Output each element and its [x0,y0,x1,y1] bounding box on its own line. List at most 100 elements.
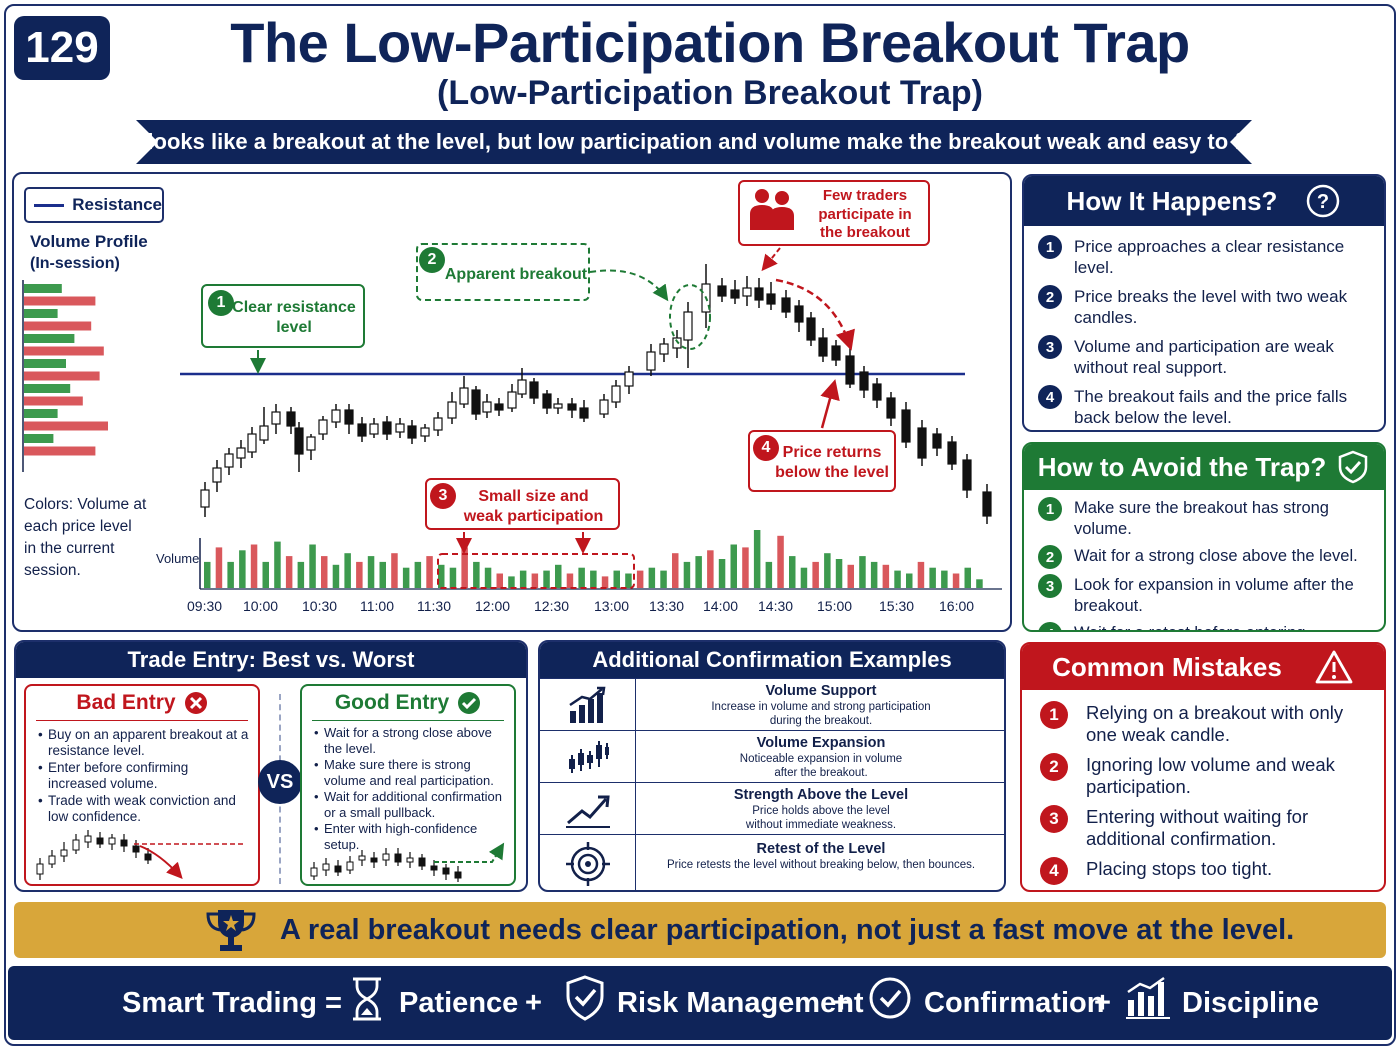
candle-body [730,289,740,299]
volume-profile-bar [24,396,83,406]
volume-bar [952,573,960,588]
volume-bar [625,573,632,588]
question-icon: ? [1307,184,1340,218]
time-tick-label: 15:30 [879,598,915,614]
time-tick-label: 13:30 [649,598,685,614]
volume-profile-bar [24,321,92,331]
step-text: Relying on a breakout with only one weak… [1086,702,1344,745]
candle-body [806,317,816,341]
breakout-highlight [669,284,711,350]
volume-bar [344,553,351,588]
candle-body [553,403,563,409]
mini-candle-body [108,837,116,845]
callout-line: the breakout [819,224,910,241]
mistake-item: 2 Ignoring low volume and weak participat… [1040,753,1374,798]
good-entry-item: Make sure there is strong volume and rea… [314,757,506,788]
volume-bar [683,561,691,588]
mistake-item: 4 Placing stops too tight. [1040,857,1374,885]
footer-plus: + [525,986,542,1019]
mistake-item: 1 Relying on a breakout with only one wea… [1040,701,1374,746]
confirmation-desc: after the breakout. [774,767,868,779]
volume-bar [742,547,749,588]
time-tick-label: 09:30 [187,598,223,614]
candle-body [294,427,304,455]
check-circle-icon [869,977,911,1019]
candle-body [611,385,621,403]
confirmation-desc: Price holds above the level [752,805,890,817]
candle-body [917,427,927,459]
volume-bar [578,567,585,588]
volume-bar [484,567,492,588]
volume-profile-bar [24,359,66,368]
time-tick-label: 15:00 [817,598,853,614]
footer-discipline: Discipline [1182,986,1319,1019]
time-tick-label: 11:30 [417,598,451,614]
volume-bar [508,576,515,588]
step-text: Wait for a retest before entering. [1074,623,1310,630]
confirmation-desc: Increase in volume and strong participat… [711,701,931,713]
candle-body [646,351,656,371]
mini-candle-body [394,853,402,863]
volume-profile-bar [24,309,58,318]
volume-bar [590,570,597,588]
volume-profile-bar [24,371,100,381]
mini-candle-body [442,867,450,875]
volume-bar [601,576,609,588]
volume-bar [555,564,562,588]
volume-bar [777,535,784,588]
good-entry-mini-chart [310,842,505,882]
candle-body [236,447,246,459]
step-number: 2 [1040,753,1068,781]
confirmation-desc: without immediate weakness. [745,819,897,831]
step-number: 2 [1038,285,1062,309]
check-circle-icon [458,692,481,714]
trend-arrow-icon [565,795,610,828]
volume-bar [636,570,644,588]
time-tick-label: 16:00 [939,598,975,614]
confirmation-panel: Additional Confirmation Examples Volume … [538,640,1006,892]
time-tick-label: 12:00 [475,598,511,614]
volume-bar [695,556,702,588]
good-entry-header: Good Entry [302,686,514,720]
mini-fall-arrow [139,845,183,879]
volume-bar [297,561,305,588]
volume-bar [402,567,410,588]
candle-body [624,371,634,387]
volume-bar [496,573,503,588]
how-item: 4 The breakout fails and the price falls … [1038,385,1374,428]
volume-bar [660,570,667,588]
candles-icon [568,740,609,773]
callout-line: Apparent breakout [444,266,588,283]
candle-body [579,407,589,419]
svg-text:?: ? [1317,191,1329,213]
candle-body [742,287,752,297]
mini-rise-arrow [434,842,505,863]
callout-line: Clear resistance [232,299,356,316]
callout-number-1: 1 [208,290,234,316]
candle-body [754,287,764,301]
colors-note-line: session. [24,562,81,579]
confirmation-row: Retest of the Level Price retests the le… [540,834,1004,890]
candle-body [318,419,328,435]
candle-body [542,393,552,409]
volume-bar [648,567,656,588]
volume-bar [812,561,819,588]
candle-body [859,371,869,391]
target-icon [565,841,610,886]
good-entry-item: Wait for additional confirmation or a sm… [314,789,506,820]
volume-bar [894,570,901,588]
volume-bar [882,564,890,588]
candle-body [212,467,222,483]
how-item: 1 Price approaches a clear resistance lev… [1038,235,1374,278]
avoid-trap-header: How to Avoid the Trap? [1024,444,1384,490]
mini-candle-body [430,865,438,871]
mini-candle-body [334,865,342,873]
candle-body [407,425,417,439]
candle-body [494,403,504,411]
bad-entry-title: Bad Entry [76,691,176,714]
step-text: The breakout fails and the price falls b… [1074,387,1348,427]
volume-bar [847,564,854,588]
volume-bar [391,553,398,588]
mini-candle-body [132,845,140,853]
volume-bar [239,550,246,588]
